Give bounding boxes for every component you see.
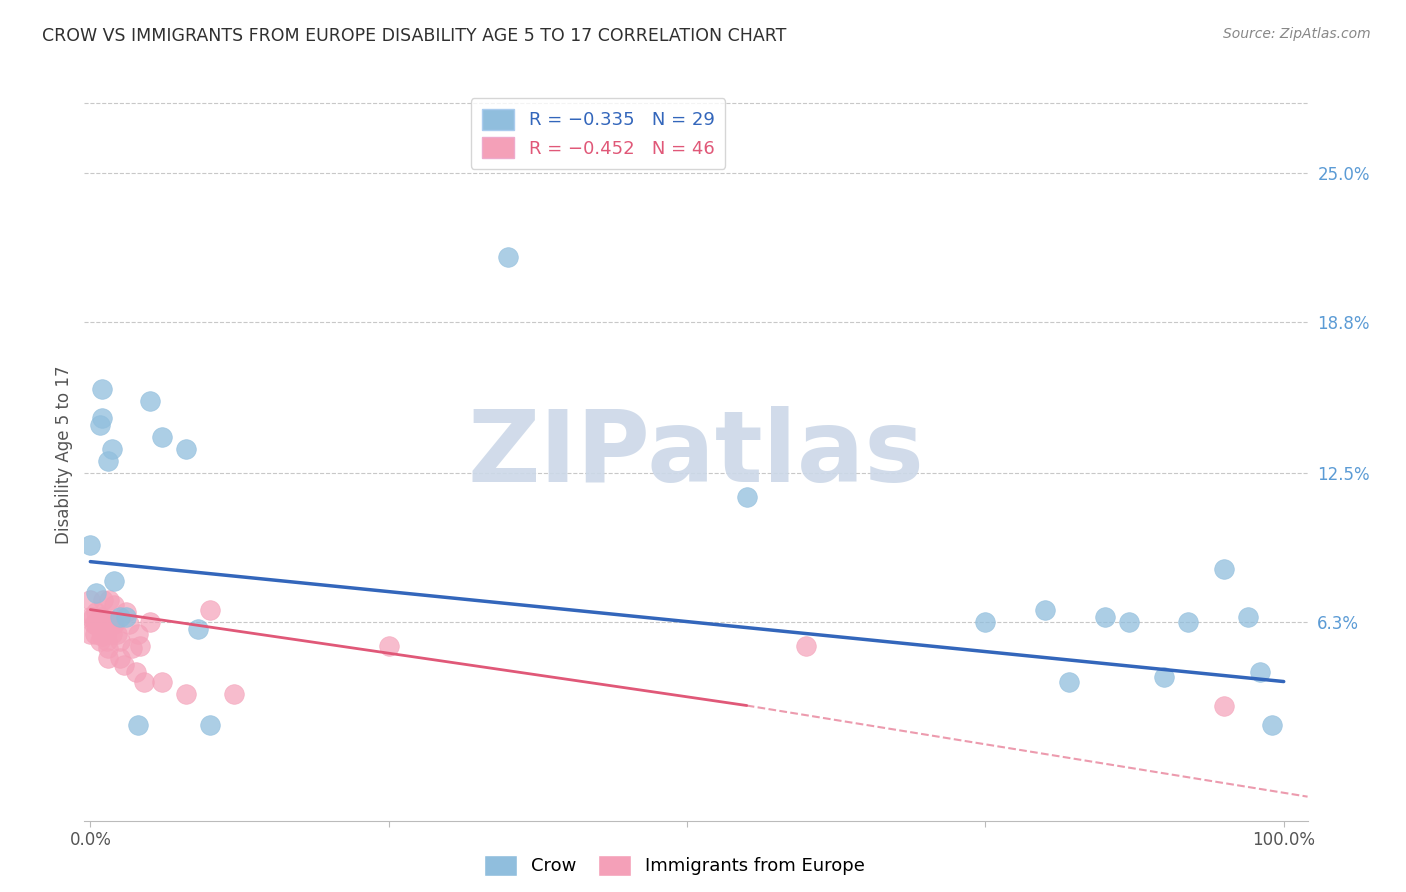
Point: [117, 617, 139, 632]
Point: [1261, 717, 1284, 731]
Point: [735, 490, 758, 504]
Point: [377, 639, 399, 653]
Point: [187, 622, 209, 636]
Point: [97, 454, 120, 468]
Point: [108, 650, 131, 665]
Point: [79, 626, 101, 640]
Point: [129, 639, 152, 653]
Point: [108, 609, 131, 624]
Point: [94, 626, 117, 640]
Point: [84, 605, 107, 619]
Point: [83, 617, 105, 632]
Point: [86, 615, 108, 629]
Point: [89, 633, 111, 648]
Y-axis label: Disability Age 5 to 17: Disability Age 5 to 17: [55, 366, 73, 544]
Point: [124, 665, 146, 679]
Point: [82, 609, 104, 624]
Point: [91, 410, 114, 425]
Point: [103, 574, 125, 588]
Legend: R = −0.335   N = 29, R = −0.452   N = 46: R = −0.335 N = 29, R = −0.452 N = 46: [471, 98, 725, 169]
Point: [84, 586, 107, 600]
Point: [93, 615, 115, 629]
Point: [1118, 615, 1140, 629]
Point: [97, 650, 120, 665]
Point: [89, 417, 111, 432]
Point: [174, 442, 197, 456]
Point: [98, 593, 121, 607]
Point: [127, 626, 149, 640]
Point: [127, 717, 149, 731]
Point: [974, 615, 997, 629]
Point: [79, 593, 101, 607]
Point: [1094, 609, 1116, 624]
Point: [115, 609, 138, 624]
Point: [103, 617, 125, 632]
Point: [101, 617, 124, 632]
Point: [105, 626, 128, 640]
Point: [97, 640, 120, 655]
Point: [96, 633, 118, 648]
Point: [496, 250, 519, 264]
Point: [103, 598, 125, 612]
Point: [89, 622, 111, 636]
Point: [150, 674, 173, 689]
Point: [115, 605, 138, 619]
Point: [1153, 670, 1175, 684]
Point: [84, 617, 107, 632]
Point: [101, 626, 124, 640]
Text: CROW VS IMMIGRANTS FROM EUROPE DISABILITY AGE 5 TO 17 CORRELATION CHART: CROW VS IMMIGRANTS FROM EUROPE DISABILIT…: [42, 27, 786, 45]
Point: [87, 617, 110, 632]
Point: [1033, 602, 1056, 616]
Point: [222, 687, 245, 701]
Point: [1213, 562, 1236, 576]
Point: [1237, 609, 1260, 624]
Point: [132, 674, 155, 689]
Point: [100, 615, 122, 629]
Point: [112, 657, 135, 672]
Point: [101, 442, 124, 456]
Text: ZIPatlas: ZIPatlas: [468, 407, 924, 503]
Point: [796, 639, 818, 653]
Point: [90, 609, 112, 624]
Point: [79, 609, 101, 624]
Point: [139, 615, 162, 629]
Point: [150, 430, 173, 444]
Point: [91, 615, 114, 629]
Point: [91, 382, 114, 396]
Point: [121, 640, 143, 655]
Point: [174, 687, 197, 701]
Text: Source: ZipAtlas.com: Source: ZipAtlas.com: [1223, 27, 1371, 41]
Point: [139, 394, 162, 409]
Point: [198, 717, 221, 731]
Point: [93, 593, 115, 607]
Point: [198, 602, 221, 616]
Legend: Crow, Immigrants from Europe: Crow, Immigrants from Europe: [477, 847, 873, 883]
Point: [1057, 674, 1080, 689]
Point: [1177, 615, 1199, 629]
Point: [91, 629, 114, 643]
Point: [1213, 698, 1236, 713]
Point: [79, 538, 101, 552]
Point: [84, 626, 107, 640]
Point: [108, 633, 131, 648]
Point: [1249, 665, 1271, 679]
